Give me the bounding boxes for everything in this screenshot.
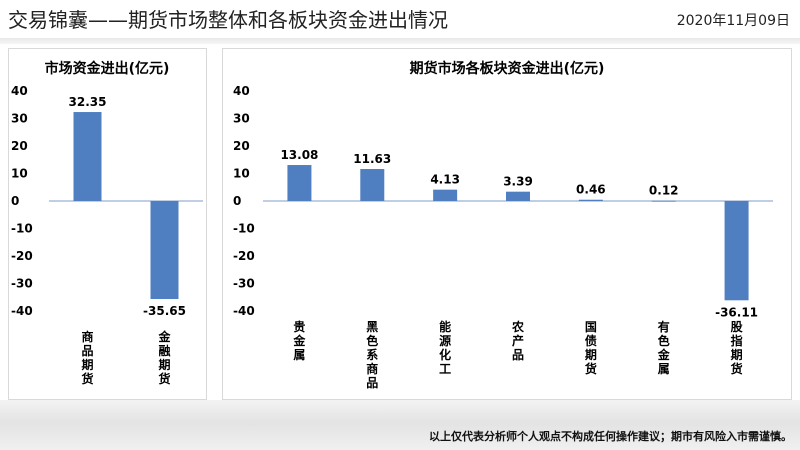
category-char: 货 xyxy=(81,371,93,386)
bar-有色金属 xyxy=(651,200,676,202)
data-label: 11.63 xyxy=(353,152,391,166)
bar-国债期货 xyxy=(578,199,603,201)
y-tick-label: 40 xyxy=(11,84,28,98)
y-tick-label: 20 xyxy=(11,139,28,153)
data-label: -35.65 xyxy=(143,304,186,318)
category-char: 有 xyxy=(658,319,670,334)
category-char: 货 xyxy=(731,361,743,376)
category-char: 国 xyxy=(585,320,597,334)
y-tick-label: -10 xyxy=(11,222,33,236)
category-char: 源 xyxy=(439,333,451,348)
right-chart-panel: 期货市场各板块资金进出(亿元) 40 30 20 10 0 -10 -20 -30 -40 13.0… xyxy=(222,48,792,400)
bar-股指期货 xyxy=(724,201,749,301)
category-char: 属 xyxy=(658,362,670,376)
category-label: 能源化工 xyxy=(439,319,451,376)
y-tick-label: 40 xyxy=(233,84,250,98)
chart-title: 期货市场各板块资金进出(亿元) xyxy=(410,60,605,77)
y-tick-label: 0 xyxy=(233,194,241,208)
category-label: 黑色系商品 xyxy=(366,320,378,390)
category-char: 农 xyxy=(511,319,524,334)
y-tick-label: 30 xyxy=(233,112,250,126)
category-char: 品 xyxy=(81,344,93,358)
category-char: 金 xyxy=(657,347,671,362)
category-char: 商 xyxy=(366,361,378,376)
category-char: 期 xyxy=(731,347,743,362)
category-char: 色 xyxy=(366,333,378,348)
title-divider xyxy=(0,38,800,44)
left-chart-panel: 市场资金进出(亿元) 40 30 20 10 0 -10 -20 -30 -40 32.35 商品期货… xyxy=(8,48,207,400)
y-tick-label: -40 xyxy=(233,304,255,318)
bar-黑色系商品 xyxy=(360,169,385,201)
y-tick-label: 10 xyxy=(233,167,250,181)
page-title: 交易锦囊——期货市场整体和各板块资金进出情况 xyxy=(8,8,448,32)
data-label: 3.39 xyxy=(503,175,533,189)
category-char: 股 xyxy=(731,319,744,334)
date-label: 2020年11月09日 xyxy=(676,13,790,29)
y-tick-label: -40 xyxy=(11,304,33,318)
category-char: 属 xyxy=(293,348,305,362)
category-char: 能 xyxy=(439,319,451,334)
category-char: 工 xyxy=(439,362,451,376)
category-char: 商 xyxy=(81,329,93,344)
category-char: 系 xyxy=(366,347,378,362)
category-char: 品 xyxy=(512,348,524,362)
bar-商品期货 xyxy=(73,112,102,201)
data-label: 32.35 xyxy=(69,95,107,109)
category-label: 商品期货 xyxy=(81,329,93,386)
category-char: 产 xyxy=(512,333,524,348)
bar-金融期货 xyxy=(150,201,179,300)
category-char: 黑 xyxy=(366,320,378,334)
data-label: 13.08 xyxy=(280,148,318,162)
sector-flow-chart: 期货市场各板块资金进出(亿元) 40 30 20 10 0 -10 -20 -30 -40 13.0… xyxy=(233,60,773,390)
disclaimer-text: 以上仅代表分析师个人观点不构成任何操作建议；期市有风险入市需谨慎。 xyxy=(429,430,792,443)
data-label: -36.11 xyxy=(715,305,758,319)
bar-能源化工 xyxy=(433,189,458,201)
category-label: 有色金属 xyxy=(657,319,671,376)
y-tick-label: 10 xyxy=(11,167,28,181)
bar-农产品 xyxy=(506,191,530,201)
category-char: 金 xyxy=(157,329,171,344)
category-char: 期 xyxy=(81,357,93,372)
data-label: 0.12 xyxy=(649,184,679,198)
footer-band xyxy=(0,400,800,450)
category-label: 国债期货 xyxy=(585,320,597,376)
data-label: 0.46 xyxy=(576,183,606,197)
category-char: 期 xyxy=(158,357,170,372)
category-char: 品 xyxy=(366,376,378,390)
y-tick-label: 0 xyxy=(11,194,19,208)
category-label: 贵金属 xyxy=(292,319,306,362)
category-char: 化 xyxy=(439,347,451,362)
y-tick-label: -30 xyxy=(11,277,33,291)
category-char: 金 xyxy=(292,333,306,348)
data-label: 4.13 xyxy=(430,173,460,187)
y-tick-label: -20 xyxy=(233,249,255,263)
category-char: 货 xyxy=(585,361,597,376)
y-tick-label: 30 xyxy=(11,112,28,126)
category-char: 贵 xyxy=(293,319,305,334)
category-char: 指 xyxy=(731,333,743,348)
chart-title: 市场资金进出(亿元) xyxy=(45,60,170,77)
y-tick-label: -30 xyxy=(233,277,255,291)
y-tick-label: -20 xyxy=(11,249,33,263)
category-char: 货 xyxy=(158,371,170,386)
category-label: 金融期货 xyxy=(157,329,171,386)
category-label: 农产品 xyxy=(511,319,524,362)
category-char: 色 xyxy=(658,333,670,348)
bar-贵金属 xyxy=(287,165,312,201)
market-flow-chart: 市场资金进出(亿元)403020100-10-20-30-4032.35商品期货… xyxy=(11,60,203,386)
category-char: 债 xyxy=(585,333,597,348)
y-tick-label: 20 xyxy=(233,139,250,153)
category-char: 融 xyxy=(158,343,170,358)
y-tick-label: -10 xyxy=(233,222,255,236)
category-char: 期 xyxy=(585,347,597,362)
category-label: 股指期货 xyxy=(731,319,744,376)
